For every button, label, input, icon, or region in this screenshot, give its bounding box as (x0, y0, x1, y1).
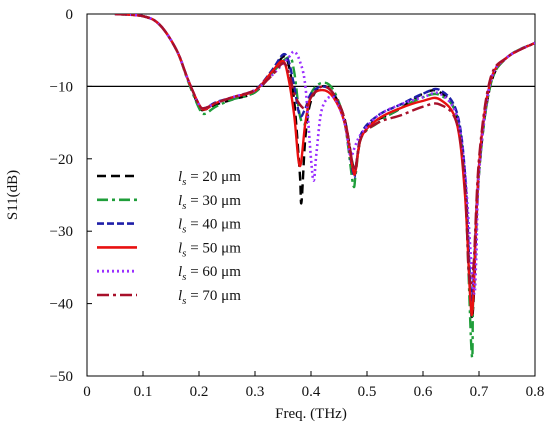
y-tick-label: 0 (66, 7, 74, 23)
y-tick-label: −30 (50, 224, 73, 240)
x-tick-label: 0.3 (246, 384, 265, 400)
x-tick-label: 0.1 (134, 384, 153, 400)
legend: ls = 20 μm ls = 30 μm ls = 40 μm ls = 50 μm… (97, 169, 241, 307)
x-tick-label: 0.5 (358, 384, 377, 400)
series-line-6 (114, 14, 535, 285)
y-axis-label: S11(dB) (5, 170, 21, 220)
legend-label-4: ls = 50 μm (178, 240, 241, 259)
legend-label-5: ls = 60 μm (178, 264, 241, 283)
y-tick-label: −10 (50, 79, 73, 95)
series-line-2 (114, 14, 535, 359)
x-tick-label: 0.7 (470, 384, 489, 400)
series-line-3 (114, 14, 535, 302)
x-tick-label: 0.6 (414, 384, 433, 400)
y-tick-label: −40 (50, 297, 73, 313)
legend-label-1: ls = 20 μm (178, 169, 241, 188)
legend-label-6: ls = 70 μm (178, 288, 241, 307)
series-line-4 (114, 14, 535, 317)
y-tick-label: −20 (50, 152, 73, 168)
x-tick-label: 0 (83, 384, 91, 400)
legend-label-3: ls = 40 μm (178, 217, 241, 236)
series-group (114, 14, 535, 359)
x-tick-label: 0.2 (190, 384, 209, 400)
x-axis-label: Freq. (THz) (275, 406, 347, 422)
y-tick-label: −50 (50, 369, 73, 385)
x-tick-label: 0.4 (302, 384, 321, 400)
plot-frame (86, 13, 536, 377)
legend-label-2: ls = 30 μm (178, 193, 241, 212)
x-tick-label: 0.8 (526, 384, 545, 400)
